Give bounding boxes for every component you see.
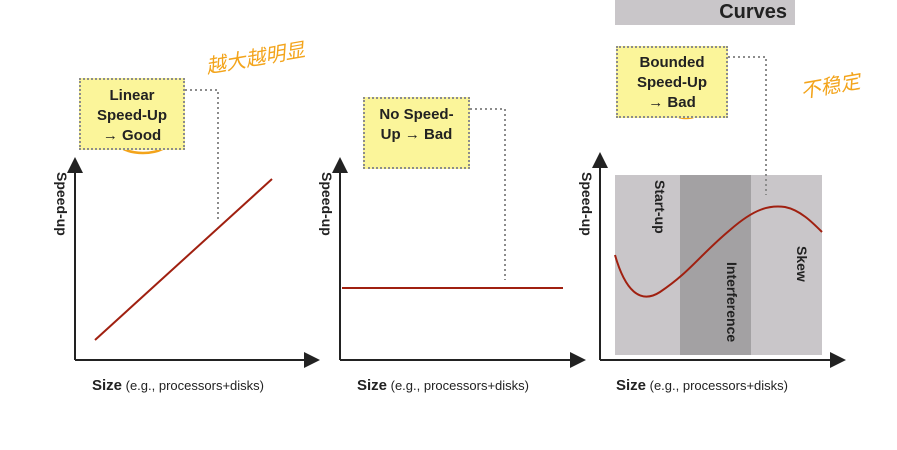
panel1-y-label: Speed-up bbox=[54, 172, 70, 236]
callout-line1: Linear bbox=[109, 87, 155, 104]
callout-line2: Speed-Up bbox=[96, 107, 167, 124]
x-label-rest: (e.g., processors+disks) bbox=[387, 378, 529, 393]
verdict-good: Good bbox=[122, 127, 162, 144]
panel1-callout-leader bbox=[185, 89, 219, 222]
region-label-startup: Start-up bbox=[652, 180, 668, 234]
callout-line2: Up bbox=[380, 126, 405, 143]
callout-no-speedup: No Speed- Up → Bad bbox=[363, 97, 470, 169]
slide-title: Curves bbox=[615, 0, 795, 25]
callout-linear-speedup: Linear Speed-Up → Good bbox=[79, 78, 185, 150]
x-label-rest: (e.g., processors+disks) bbox=[122, 378, 264, 393]
arrow-symbol: → bbox=[648, 94, 664, 111]
arrow-symbol: → bbox=[102, 127, 118, 144]
x-label-rest: (e.g., processors+disks) bbox=[646, 378, 788, 393]
verdict-bad: Bad bbox=[424, 126, 453, 143]
callout-bounded-speedup: Bounded Speed-Up → Bad bbox=[616, 46, 728, 118]
x-label-bold: Size bbox=[357, 377, 388, 394]
panel3-bounded-curve bbox=[614, 205, 823, 298]
panel2-x-label: Size (e.g., processors+disks) bbox=[357, 377, 529, 394]
panel3-callout-leader bbox=[728, 56, 767, 195]
panel3-x-label: Size (e.g., processors+disks) bbox=[616, 377, 788, 394]
callout-line1: Bounded bbox=[639, 54, 705, 71]
region-label-skew: Skew bbox=[794, 246, 810, 282]
callout-line1: No Speed- bbox=[379, 106, 454, 123]
region-label-interference: Interference bbox=[724, 262, 740, 343]
region-startup bbox=[615, 175, 680, 355]
panel2-y-label: Speed-up bbox=[319, 172, 335, 236]
arrow-symbol: → bbox=[404, 126, 420, 143]
x-label-bold: Size bbox=[92, 377, 123, 394]
region-interference bbox=[680, 175, 751, 355]
region-skew bbox=[751, 175, 822, 355]
panel1-linear-curve bbox=[94, 178, 273, 341]
verdict-bad: Bad bbox=[667, 94, 696, 111]
panel3-y-label: Speed-up bbox=[579, 172, 595, 236]
callout-line2: Speed-Up bbox=[636, 74, 707, 91]
x-label-bold: Size bbox=[616, 377, 647, 394]
panel2-callout-leader bbox=[470, 108, 506, 280]
panel1-x-label: Size (e.g., processors+disks) bbox=[92, 377, 264, 394]
